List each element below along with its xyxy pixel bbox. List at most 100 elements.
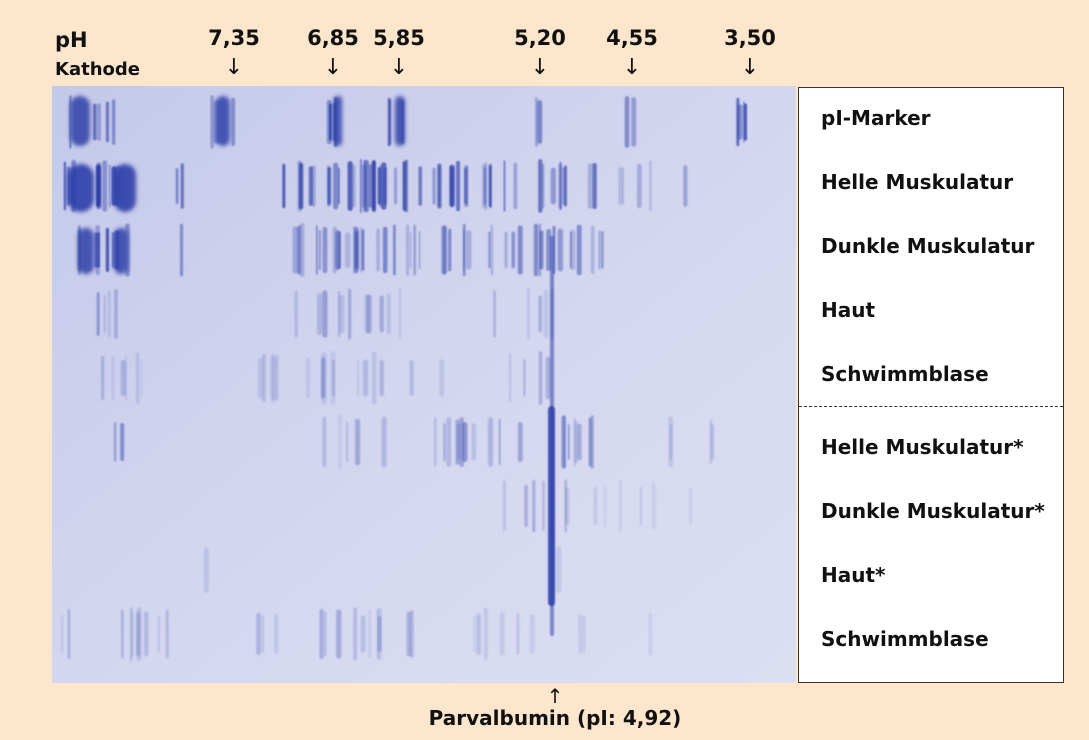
gel-band <box>114 228 128 274</box>
gel-band <box>95 225 100 275</box>
gel-band <box>636 163 642 209</box>
arrow-down-icon: ↓ <box>224 55 244 80</box>
gel-band <box>502 480 506 532</box>
gel-band <box>524 484 528 528</box>
gel-band <box>231 97 236 147</box>
gel-band <box>377 616 382 652</box>
gel-band <box>68 164 94 212</box>
gel-band <box>504 231 508 269</box>
gel-band <box>548 406 555 606</box>
gel-band <box>386 293 391 335</box>
gel-band <box>372 159 376 213</box>
gel-band <box>139 359 143 397</box>
gel-band <box>651 482 656 530</box>
gel-band <box>624 96 630 148</box>
gel-band <box>533 223 539 277</box>
gel-band <box>269 356 276 400</box>
gel-band <box>393 224 396 276</box>
gel-band <box>114 289 118 339</box>
gel-band <box>439 359 445 397</box>
gel-band <box>352 164 356 208</box>
ph-marker-value: 5,20 <box>514 26 566 50</box>
gel-band <box>78 228 94 274</box>
gel-band <box>473 616 476 652</box>
electrophoresis-gel-image <box>52 86 796 683</box>
gel-band <box>567 424 570 460</box>
gel-band <box>471 423 477 461</box>
gel-band <box>180 163 184 209</box>
gel-band <box>737 104 743 140</box>
gel-band <box>125 355 127 401</box>
gel-band <box>298 162 304 210</box>
gel-band <box>334 96 342 146</box>
gel-band <box>590 415 594 469</box>
gel-band <box>338 167 340 205</box>
legend-row-9: Schwimmblase <box>821 627 989 651</box>
gel-band <box>587 163 592 209</box>
ph-marker-4: 5,20 ↓ <box>500 28 580 79</box>
gel-band <box>216 96 230 146</box>
legend-row-6: Helle Muskulatur* <box>821 435 1024 459</box>
gel-band <box>442 225 447 275</box>
gel-band <box>387 97 391 147</box>
gel-band <box>574 420 578 464</box>
gel-band <box>321 355 326 401</box>
parvalbumin-annotation: ↑ Parvalbumin (pI: 4,92) <box>395 686 715 728</box>
gel-band <box>312 165 316 207</box>
gel-band <box>366 294 372 334</box>
gel-band <box>593 487 597 525</box>
gel-band <box>324 611 327 657</box>
legend-row-3: Dunkle Muskulatur <box>821 234 1035 258</box>
gel-band <box>368 164 372 208</box>
gel-band <box>640 486 642 526</box>
parvalbumin-label: Parvalbumin (pI: 4,92) <box>428 706 682 730</box>
gel-band <box>348 288 352 340</box>
gel-band <box>333 162 339 210</box>
gel-band <box>353 607 358 661</box>
gel-band <box>322 226 328 274</box>
gel-band <box>648 612 653 656</box>
gel-band <box>546 228 552 272</box>
ph-label: pH <box>55 28 88 52</box>
gel-band <box>256 613 261 655</box>
gel-band <box>108 164 111 208</box>
gel-band <box>102 160 108 212</box>
gel-band <box>368 609 371 659</box>
gel-band <box>598 230 601 270</box>
gel-band <box>274 355 279 401</box>
gel-band <box>361 229 365 271</box>
gel-band <box>493 290 496 338</box>
gel-band <box>569 229 576 271</box>
gel-band <box>516 613 520 655</box>
gel-band <box>129 606 133 662</box>
gel-band <box>488 417 494 467</box>
gel-band <box>517 421 523 463</box>
gel-band <box>443 422 446 462</box>
legend-divider <box>799 406 1063 407</box>
gel-band <box>406 224 410 276</box>
gel-band <box>203 547 209 593</box>
gel-band <box>165 609 169 659</box>
gel-band <box>113 99 116 145</box>
gel-band <box>260 356 264 400</box>
arrow-down-icon: ↓ <box>530 55 550 80</box>
gel-band <box>556 546 562 594</box>
gel-band <box>95 165 101 207</box>
gel-band <box>601 231 604 269</box>
gel-band <box>618 166 621 206</box>
gel-band <box>489 163 492 209</box>
gel-band <box>379 295 384 333</box>
gel-band <box>360 615 366 653</box>
gel-band <box>371 351 377 405</box>
gel-band <box>432 167 436 205</box>
gel-band <box>101 355 105 401</box>
gel-band <box>577 423 582 461</box>
gel-band <box>336 609 342 659</box>
arrow-down-icon: ↓ <box>323 55 343 80</box>
gel-band <box>529 614 535 654</box>
gel-band <box>394 167 398 205</box>
gel-band <box>103 295 106 333</box>
gel-band <box>135 352 140 404</box>
gel-band <box>360 159 362 213</box>
gel-band <box>433 417 437 467</box>
